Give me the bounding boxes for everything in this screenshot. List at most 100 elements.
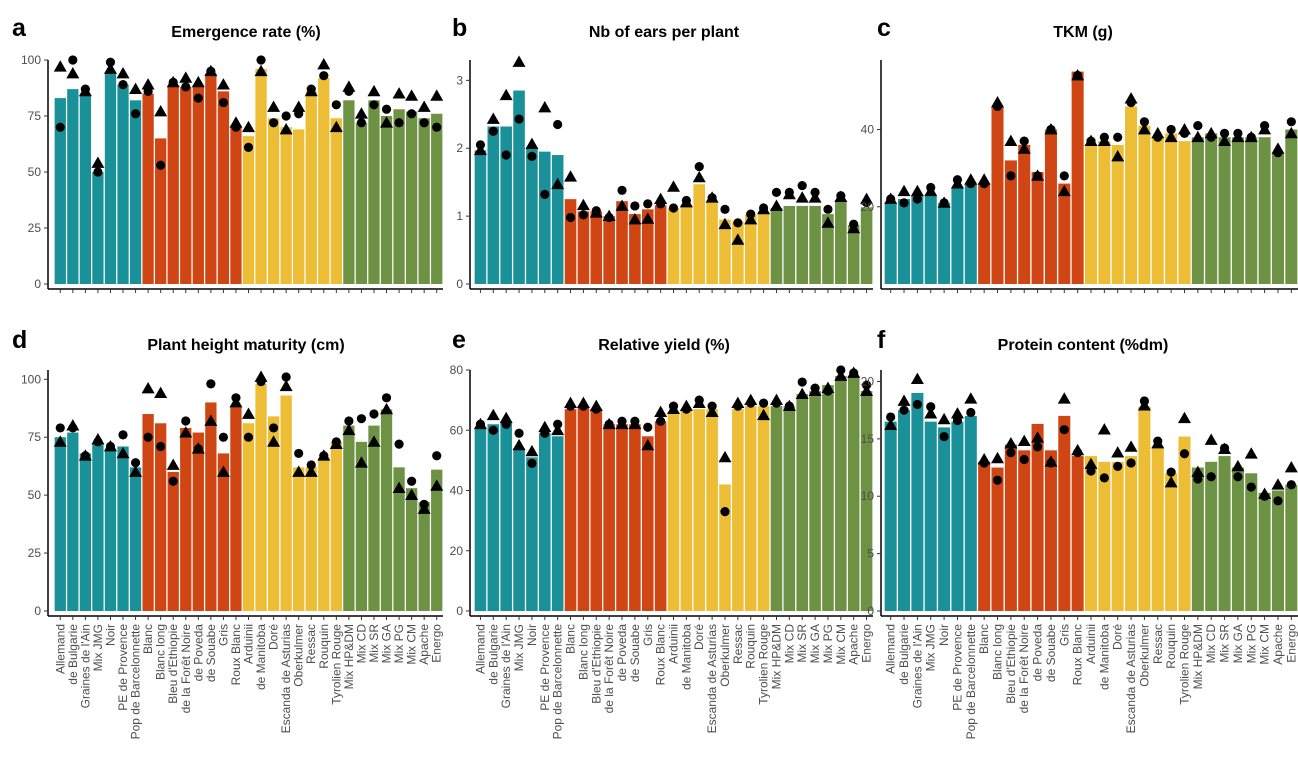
bar <box>1271 152 1284 284</box>
bar <box>1084 144 1098 284</box>
circle-point <box>1219 443 1230 453</box>
x-tick-label: PE de Provence <box>116 624 130 711</box>
circle-point <box>668 203 679 213</box>
circle-point <box>68 423 78 433</box>
circle-point <box>746 398 756 408</box>
bar <box>1258 492 1271 611</box>
circle-point <box>1260 491 1270 501</box>
x-tick-label: Tyrolien Rouge <box>757 624 771 705</box>
triangle-point <box>897 184 911 197</box>
bar <box>1231 467 1244 611</box>
bar <box>551 436 564 611</box>
circle-point <box>630 201 640 211</box>
triangle-point <box>304 465 318 477</box>
circle-point <box>1099 473 1109 483</box>
triangle-point <box>1244 447 1258 459</box>
circle-point <box>656 416 666 426</box>
triangle-point <box>204 414 218 426</box>
triangle-point <box>1057 392 1071 404</box>
triangle-point <box>499 88 513 101</box>
x-tick-label: Mix PG <box>821 624 835 663</box>
bar <box>603 216 615 284</box>
bar <box>770 406 783 611</box>
circle-point <box>1219 128 1230 138</box>
bar <box>167 86 179 284</box>
bar <box>79 453 92 611</box>
circle-point <box>553 419 563 429</box>
y-tick-label: 25 <box>28 546 42 560</box>
y-tick-label: 0 <box>867 604 874 618</box>
bar <box>822 214 834 284</box>
circle-point <box>206 66 216 76</box>
triangle-point <box>1124 440 1138 452</box>
x-tick-label: Escanda de Asturias <box>1124 624 1138 733</box>
circle-point <box>952 415 963 426</box>
bar <box>104 73 117 284</box>
triangle-point <box>564 170 578 182</box>
circle-point <box>206 379 216 389</box>
circle-point <box>331 100 341 110</box>
bar <box>680 409 693 611</box>
triangle-point <box>417 100 431 112</box>
x-tick-label: Mix CM <box>405 624 419 665</box>
triangle-point <box>380 402 394 415</box>
circle-point <box>527 458 537 468</box>
triangle-point <box>731 233 745 245</box>
y-tick-label: 40 <box>450 484 464 498</box>
x-tick-label: Mix SR <box>795 624 809 663</box>
triangle-point <box>910 372 924 385</box>
triangle-point <box>380 116 394 128</box>
bar <box>431 469 443 611</box>
triangle-point <box>1218 134 1232 146</box>
triangle-point <box>66 66 80 79</box>
circle-point <box>407 109 417 119</box>
circle-point <box>952 175 963 185</box>
bar <box>667 412 680 611</box>
bar <box>783 406 796 611</box>
triangle-point <box>116 446 130 459</box>
bar <box>230 127 242 284</box>
bar <box>847 224 860 284</box>
bar <box>104 448 117 611</box>
triangle-point <box>1271 478 1285 490</box>
bar <box>964 415 977 611</box>
bar <box>564 409 577 611</box>
circle-point <box>1073 448 1083 458</box>
triangle-point <box>1017 434 1031 447</box>
triangle-point <box>964 392 978 404</box>
bar <box>938 427 951 611</box>
circle-point <box>394 118 404 128</box>
x-tick-label: Oberkulmer <box>1137 624 1151 687</box>
bar <box>1058 183 1071 284</box>
circle-point <box>926 182 936 193</box>
bar <box>474 427 487 611</box>
circle-point <box>643 422 653 432</box>
panel-title: Plant height maturity (cm) <box>147 337 344 354</box>
circle-point <box>193 444 203 454</box>
x-tick-label: Arduinii <box>1084 624 1098 664</box>
circle-point <box>912 399 922 410</box>
x-tick-label: Apache <box>417 624 431 665</box>
bar <box>732 409 744 611</box>
bar <box>860 391 873 611</box>
x-tick-label: de la Forêt Noire <box>179 624 193 714</box>
bar <box>991 467 1004 611</box>
circle-point <box>1086 466 1096 476</box>
circle-point <box>1126 97 1136 108</box>
triangle-point <box>367 435 381 447</box>
triangle-point <box>154 105 168 117</box>
x-tick-label: Allemand <box>473 624 487 674</box>
bar <box>500 421 512 611</box>
circle-point <box>899 198 909 208</box>
bar <box>590 211 603 284</box>
circle-point <box>668 401 679 411</box>
bar <box>719 219 731 284</box>
circle-point <box>501 150 511 160</box>
triangle-point <box>91 156 105 168</box>
circle-point <box>886 412 896 422</box>
bar <box>431 113 443 284</box>
bar <box>526 457 538 611</box>
bar <box>860 207 873 284</box>
triangle-point <box>292 100 306 112</box>
bar <box>1245 473 1258 611</box>
